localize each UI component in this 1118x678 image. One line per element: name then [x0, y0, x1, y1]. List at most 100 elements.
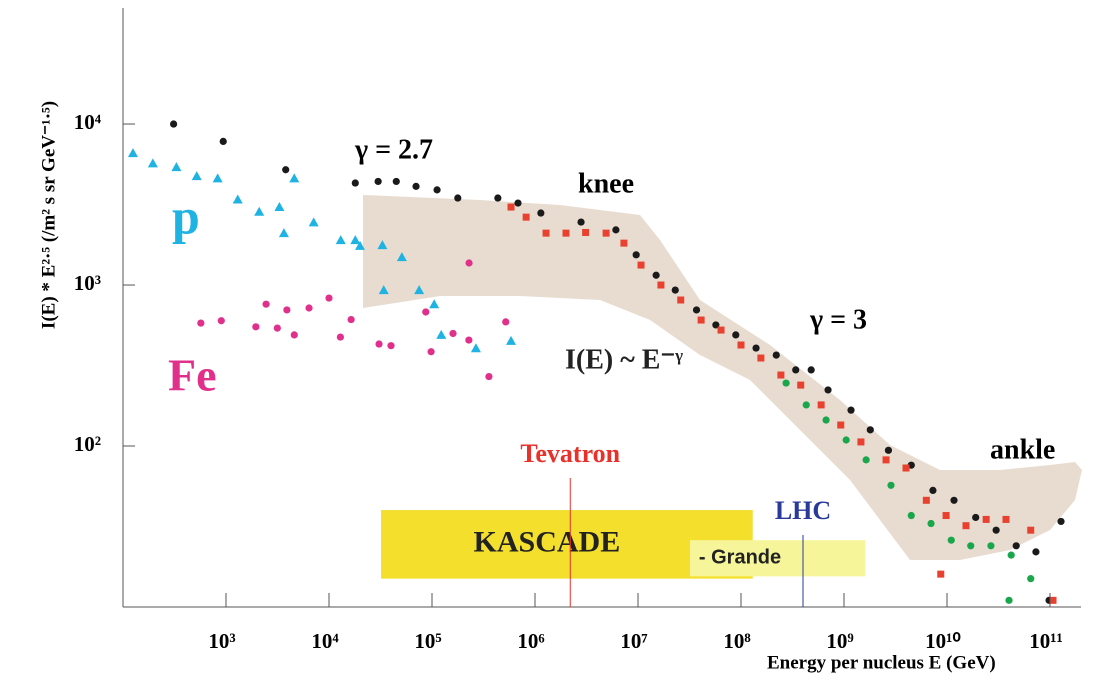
data-point: [817, 401, 825, 409]
data-point: [752, 344, 760, 352]
x-tick-label: 10⁹: [826, 629, 853, 653]
data-point: [824, 386, 832, 394]
data-point: [717, 326, 725, 334]
data-point: [522, 213, 530, 221]
band-label: - Grande: [699, 547, 781, 569]
data-point: [377, 240, 388, 250]
data-point: [902, 464, 910, 472]
data-point: [465, 259, 473, 267]
data-point: [262, 300, 270, 308]
data-point: [962, 522, 970, 530]
annotation: γ = 2.7: [354, 134, 433, 165]
data-point: [290, 331, 298, 339]
x-tick-label: 10⁸: [723, 629, 750, 653]
band-label: KASCADE: [474, 525, 621, 558]
y-axis-label: I(E) * E²·⁵ (/m² s sr GeV⁻¹·⁵): [38, 101, 59, 329]
data-point: [1027, 526, 1035, 534]
x-tick-label: 10¹¹: [1029, 629, 1063, 653]
data-point: [336, 333, 344, 341]
data-point: [1012, 542, 1020, 550]
data-point: [414, 285, 425, 295]
data-point: [1049, 596, 1057, 604]
data-point: [632, 251, 640, 259]
data-point: [972, 513, 980, 522]
data-point: [507, 203, 515, 211]
data-point: [429, 299, 440, 309]
data-point: [982, 515, 990, 523]
data-point: [454, 194, 462, 202]
data-point: [777, 371, 785, 379]
data-point: [254, 206, 265, 216]
data-point: [273, 324, 281, 332]
data-point: [612, 226, 620, 234]
data-point: [171, 162, 182, 172]
data-point: [692, 306, 701, 314]
data-point: [677, 296, 685, 304]
annotation: γ = 3: [809, 304, 867, 335]
x-tick-label: 10¹⁰: [925, 629, 961, 653]
data-point: [927, 519, 935, 528]
data-point: [907, 511, 915, 520]
data-point: [562, 229, 570, 237]
data-point: [782, 379, 790, 387]
data-point: [929, 486, 937, 494]
data-point: [732, 331, 740, 339]
marker-label: LHC: [775, 496, 831, 525]
data-point: [502, 318, 510, 326]
data-point: [950, 496, 958, 504]
data-point: [433, 186, 441, 194]
data-point: [232, 194, 243, 204]
data-point: [652, 271, 660, 279]
data-point: [219, 137, 227, 145]
data-point: [1032, 548, 1040, 556]
data-point: [807, 366, 815, 374]
x-tick-label: 10⁷: [620, 629, 647, 653]
data-point: [884, 446, 893, 454]
data-point: [757, 354, 765, 362]
data-point: [374, 177, 382, 186]
x-axis-label: Energy per nucleus E (GeV): [767, 652, 996, 673]
data-point: [802, 401, 810, 409]
data-point: [506, 335, 517, 345]
data-point: [657, 281, 665, 289]
data-point: [1027, 575, 1035, 583]
data-point: [542, 229, 550, 237]
leg-illustration: [363, 195, 1082, 560]
data-point: [289, 173, 300, 183]
data-point: [283, 306, 291, 314]
data-point: [637, 261, 645, 269]
data-point: [582, 228, 590, 236]
data-point: [355, 240, 366, 250]
data-point: [350, 235, 361, 245]
data-point: [308, 217, 319, 227]
x-tick-label: 10⁶: [517, 629, 544, 653]
data-point: [335, 235, 346, 245]
data-point: [942, 512, 950, 520]
y-tick-label: 10⁴: [74, 110, 102, 134]
data-point: [737, 341, 745, 349]
data-point: [351, 179, 359, 187]
data-point: [866, 426, 874, 434]
data-point: [1007, 551, 1015, 559]
data-point: [485, 372, 493, 381]
marker-label: Tevatron: [520, 439, 620, 468]
data-point: [882, 456, 890, 464]
data-point: [671, 286, 679, 294]
annotation: I(E) ~ E⁻ᵞ: [565, 344, 683, 375]
data-point: [436, 329, 447, 339]
data-point: [325, 294, 333, 302]
data-point: [792, 366, 800, 374]
data-point: [305, 304, 313, 312]
data-point: [170, 120, 178, 128]
data-point: [252, 323, 260, 331]
data-point: [1002, 515, 1010, 523]
y-tick-label: 10²: [74, 432, 101, 456]
y-tick-label: 10³: [74, 271, 101, 295]
data-point: [797, 381, 805, 389]
data-point: [620, 239, 628, 247]
data-point: [772, 351, 780, 359]
annotation: knee: [578, 168, 634, 199]
data-point: [887, 481, 895, 489]
data-point: [449, 329, 457, 338]
